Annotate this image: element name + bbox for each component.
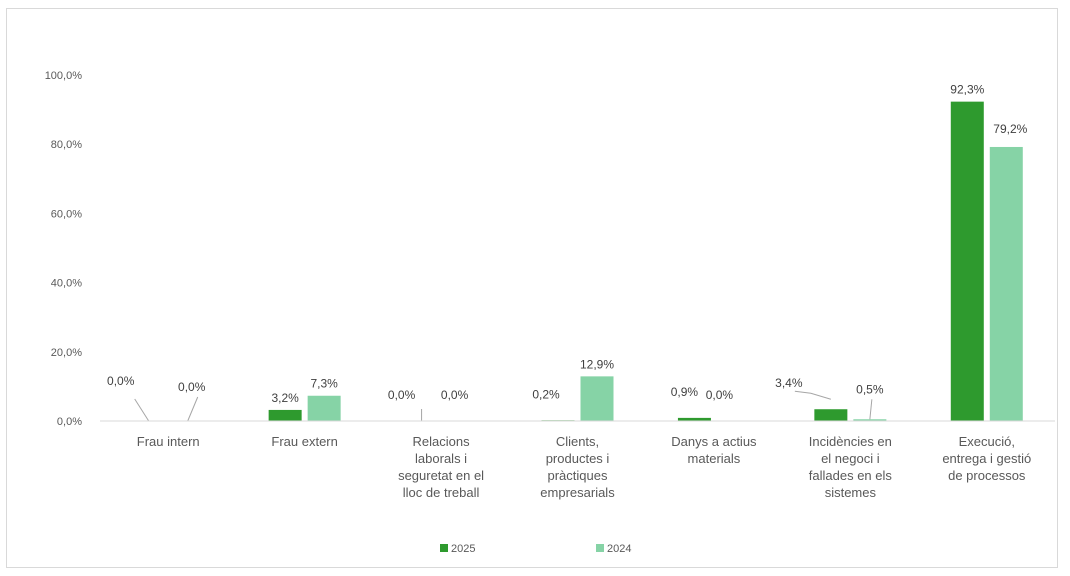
x-tick-label: Frau extern — [271, 434, 337, 449]
x-tick-line: Execució, — [959, 434, 1015, 449]
x-tick-line: Frau extern — [271, 434, 337, 449]
y-tick-label: 100,0% — [45, 70, 83, 82]
x-tick-line: Frau intern — [137, 434, 200, 449]
y-tick-label: 40,0% — [51, 278, 82, 290]
data-label: 0,0% — [441, 388, 469, 402]
leader-line — [187, 396, 199, 422]
x-tick-line: materials — [688, 451, 741, 466]
legend: 2025 2024 — [440, 543, 631, 555]
x-tick-label: Clients, productes i pràctiques empresarial… — [540, 434, 615, 500]
x-tick-label: Frau intern — [137, 434, 200, 449]
leader-line — [134, 398, 150, 422]
x-tick-line: laborals i — [415, 451, 467, 466]
data-label: 7,3% — [310, 377, 338, 391]
leader-line — [794, 390, 832, 400]
x-tick-label: Execució, entrega i gestió de processos — [942, 434, 1031, 483]
data-label: 3,2% — [271, 391, 299, 405]
data-label: 0,9% — [671, 385, 699, 399]
x-tick-line: lloc de treball — [403, 485, 480, 500]
leader-lines — [134, 390, 873, 422]
bar-2025 — [950, 101, 984, 421]
chart-frame — [6, 8, 1058, 568]
x-tick-line: Clients, — [556, 434, 599, 449]
data-labels: 0,0% 0,0% 3,2% 7,3% 0,0% 0,0% 0,2% 12,9% 0,9% 0,0… — [107, 83, 1028, 405]
legend-label-2025: 2025 — [451, 543, 475, 555]
x-tick-line: sistemes — [825, 485, 877, 500]
x-tick-line: productes i — [546, 451, 610, 466]
x-tick-label: Relacions laborals i seguretat en el lloc d… — [398, 434, 484, 500]
data-label: 79,2% — [993, 122, 1027, 136]
data-label: 12,9% — [580, 357, 614, 371]
legend-swatch-2024 — [596, 544, 604, 552]
bar-2024 — [580, 376, 614, 421]
x-tick-line: Danys a actius — [671, 434, 757, 449]
x-tick-line: Relacions — [413, 434, 471, 449]
legend-swatch-2025 — [440, 544, 448, 552]
x-tick-line: de processos — [948, 468, 1026, 483]
x-tick-line: fallades en els — [809, 468, 893, 483]
x-tick-line: empresarials — [540, 485, 615, 500]
x-tick-line: pràctiques — [548, 468, 608, 483]
data-label: 0,2% — [532, 387, 560, 401]
bar-2024 — [307, 395, 341, 421]
data-label: 0,0% — [107, 374, 135, 388]
data-label: 0,0% — [388, 388, 416, 402]
bar-2025 — [677, 417, 711, 421]
bar-2024 — [989, 146, 1023, 421]
y-tick-label: 60,0% — [51, 208, 82, 220]
data-label: 0,0% — [178, 380, 206, 394]
bar-2024 — [853, 419, 887, 421]
x-tick-line: Incidències en — [809, 434, 892, 449]
x-tick-label: Danys a actius materials — [671, 434, 757, 466]
x-tick-label: Incidències en el negoci i fallades en els… — [809, 434, 893, 500]
x-tick-line: seguretat en el — [398, 468, 484, 483]
y-tick-label: 80,0% — [51, 139, 82, 151]
data-label: 3,4% — [775, 376, 803, 390]
bar-2025 — [268, 409, 302, 421]
x-tick-line: entrega i gestió — [942, 451, 1031, 466]
y-tick-label: 0,0% — [57, 416, 82, 428]
data-label: 0,5% — [856, 382, 884, 396]
data-label: 92,3% — [950, 83, 984, 97]
legend-label-2024: 2024 — [607, 543, 631, 555]
y-tick-label: 20,0% — [51, 347, 82, 359]
data-label: 0,0% — [706, 388, 734, 402]
leader-line — [869, 399, 873, 420]
y-axis: 0,0% 20,0% 40,0% 60,0% 80,0% 100,0% — [45, 70, 83, 428]
bar-2025 — [814, 409, 848, 421]
bars — [268, 101, 1023, 421]
x-axis: Frau intern Frau extern Relacions laborals … — [100, 420, 1055, 500]
x-tick-line: el negoci i — [821, 451, 880, 466]
